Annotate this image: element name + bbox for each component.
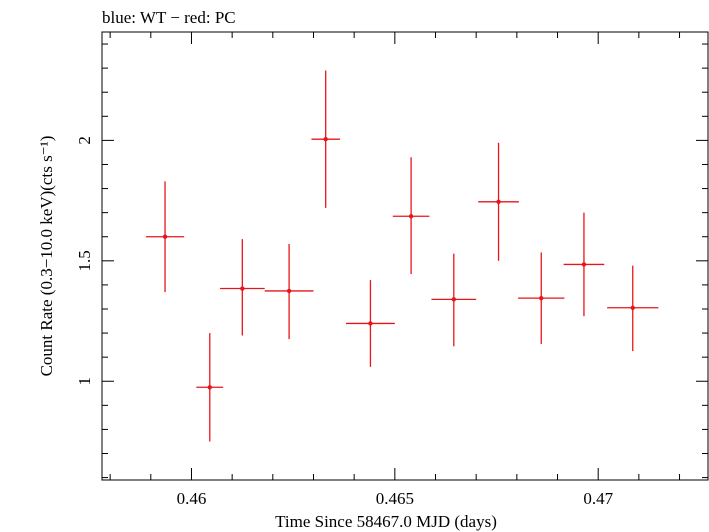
x-axis-label: Time Since 58467.0 MJD (days) [275, 512, 497, 531]
data-point [518, 252, 565, 344]
y-tick-label: 2 [75, 136, 94, 145]
point-marker [162, 234, 168, 239]
plot-frame [101, 31, 709, 481]
point-marker [496, 199, 501, 205]
data-point [346, 280, 395, 367]
point-marker [240, 286, 245, 291]
chart-title: blue: WT − red: PC [102, 8, 236, 27]
point-marker [581, 262, 587, 267]
point-marker [286, 288, 292, 294]
point-marker [368, 321, 373, 326]
point-marker [630, 305, 635, 310]
point-marker [539, 295, 544, 301]
y-tick-labels: 11.52 [75, 136, 94, 385]
data-point [196, 333, 224, 442]
x-tick-label: 0.46 [177, 489, 207, 508]
data-point [431, 253, 477, 347]
data-point [264, 243, 314, 340]
data-point [219, 239, 265, 336]
x-tick-label: 0.47 [583, 489, 613, 508]
y-tick-label: 1.5 [75, 250, 94, 271]
y-tick-label: 1 [75, 377, 94, 386]
point-marker [207, 385, 212, 390]
point-marker [408, 214, 414, 219]
point-marker [451, 297, 457, 302]
data-point [145, 181, 185, 293]
data-point [563, 212, 605, 317]
x-tick-labels: 0.46 0.465 0.47 [177, 489, 614, 508]
data-point [392, 157, 430, 275]
data-point [607, 265, 659, 352]
x-tick-label: 0.465 [376, 489, 414, 508]
axis-ticks [102, 32, 708, 480]
y-axis-label: Count Rate (0.3−10.0 keV)(cts s⁻¹) [37, 136, 56, 377]
data-point [311, 70, 340, 208]
data-point [478, 142, 519, 261]
data-points [145, 70, 659, 442]
point-marker [323, 136, 328, 142]
